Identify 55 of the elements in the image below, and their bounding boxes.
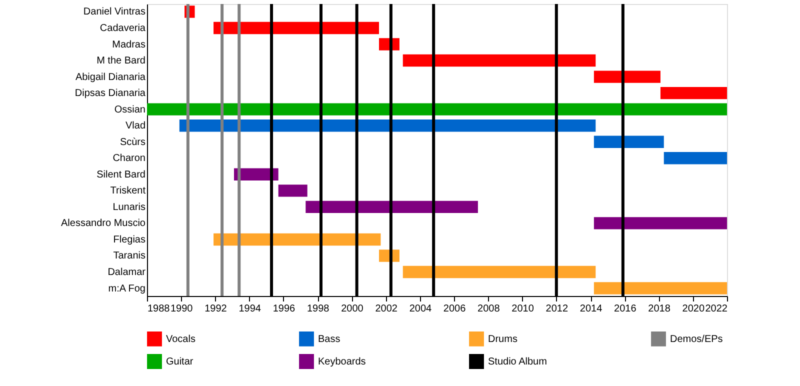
y-tick-label: Daniel Vintras [83,6,146,18]
bar [594,70,660,83]
bar [402,266,596,278]
x-tick-label: 2020 [682,304,705,314]
bar [594,282,727,294]
bar [147,103,727,116]
y-tick-label: Ossian [114,104,146,116]
x-tick-label: 1992 [204,304,228,314]
legend-label: Demos/EPs [670,334,723,345]
y-tick-label: Dipsas Dianaria [74,88,146,100]
y-tick-label: Cadaveria [100,22,146,34]
x-tick-label: 1994 [238,304,262,314]
x-tick-label: 2014 [580,304,603,314]
y-tick-label: Triskent [110,186,146,197]
y-tick-label: Vlad [125,120,146,132]
y-tick-label: M the Bard [96,56,146,67]
y-tick-label: m:A Fog [108,283,146,294]
y-tick-label: Alessandro Muscio [61,218,146,230]
x-tick-label: 2012 [546,304,568,314]
x-tick-label: 1996 [272,304,296,314]
legend-label: Studio Album [488,356,547,368]
legend-label: Keyboards [318,356,366,368]
x-tick-label: 2016 [614,304,637,314]
x-tick-label: 2008 [478,304,500,314]
bar [306,200,478,214]
y-tick-label: Scùrs [120,136,146,148]
y-tick-label: Taranis [113,250,146,262]
x-tick-label: 2018 [648,304,671,314]
x-tick-label: 2006 [443,304,466,314]
x-tick-label: 2004 [409,304,432,314]
legend-label: Vocals [166,334,196,345]
x-tick-label: 1998 [306,304,330,314]
bar [179,120,596,132]
y-tick-label: Flegias [113,234,146,246]
legend-label: Drums [488,334,518,345]
bar [594,217,727,230]
x-tick-label: 2022 [705,304,728,314]
y-tick-label: Charon [112,153,146,164]
x-tick-label: 2000 [341,304,364,314]
bar [594,136,664,148]
legend-label: Guitar [166,356,194,368]
x-tick-label: 1990 [170,304,194,314]
y-tick-label: Abigail Dianaria [75,72,146,83]
legend-label: Bass [318,334,340,345]
y-tick-label: Lunaris [112,202,146,213]
bar [664,152,727,164]
y-tick-label: Silent Bard [96,169,146,180]
x-tick-label: 1988 [148,304,170,314]
bar [278,184,308,197]
x-tick-label: 2010 [512,304,534,314]
bar [660,86,727,100]
x-tick-label: 2002 [375,304,398,314]
bar [402,54,596,67]
y-tick-label: Madras [112,39,146,50]
y-tick-label: Dalamar [108,267,146,278]
